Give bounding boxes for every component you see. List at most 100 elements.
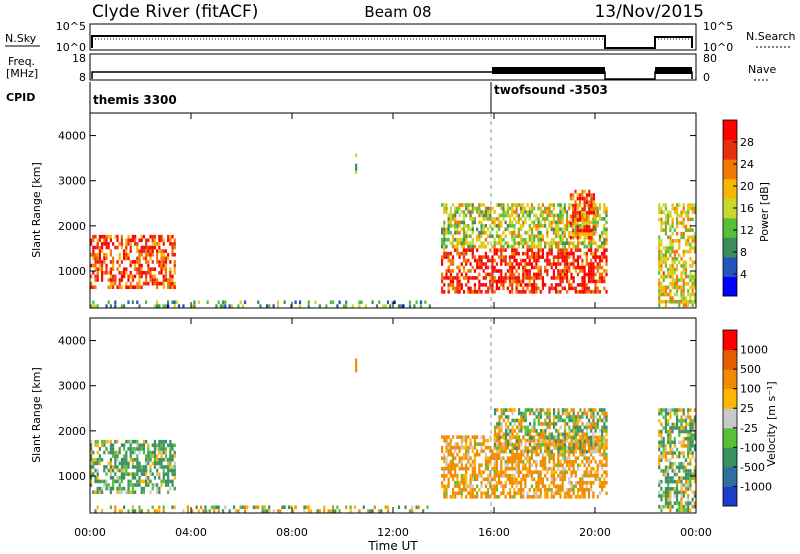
data-cell xyxy=(578,232,582,236)
data-cell xyxy=(592,445,595,450)
data-cell xyxy=(596,286,599,291)
data-cell xyxy=(171,443,174,448)
data-cell xyxy=(664,447,668,452)
data-cell xyxy=(471,251,474,256)
data-cell xyxy=(493,269,496,273)
data-cell xyxy=(533,283,536,287)
data-cell xyxy=(557,411,560,416)
data-cell xyxy=(517,203,520,207)
data-cell xyxy=(449,279,452,284)
data-cell xyxy=(528,248,531,252)
data-cell xyxy=(664,472,668,477)
data-cell xyxy=(118,450,121,455)
data-cell xyxy=(581,442,584,447)
data-cell xyxy=(445,456,448,460)
data-cell xyxy=(601,418,604,423)
data-cell xyxy=(515,466,518,471)
data-cell xyxy=(504,429,508,433)
data-cell xyxy=(508,244,512,249)
data-cell xyxy=(506,213,509,218)
data-cell xyxy=(559,269,562,273)
data-cell xyxy=(533,206,536,211)
data-cell xyxy=(443,491,446,496)
data-cell xyxy=(669,451,672,455)
data-cell xyxy=(531,449,534,454)
data-cell xyxy=(506,473,509,478)
data-cell xyxy=(515,283,518,287)
data-cell xyxy=(131,234,135,239)
data-cell xyxy=(669,239,672,243)
data-cell xyxy=(127,472,130,476)
data-cell xyxy=(537,411,540,416)
data-cell xyxy=(112,260,115,264)
data-cell xyxy=(601,459,604,464)
data-cell xyxy=(186,509,189,513)
data-cell xyxy=(660,210,663,215)
data-cell xyxy=(542,422,545,426)
data-cell xyxy=(664,246,668,250)
data-cell xyxy=(662,253,665,257)
data-cell xyxy=(658,411,661,416)
data-cell xyxy=(142,468,146,473)
data-cell xyxy=(114,234,117,239)
data-cell xyxy=(254,505,258,510)
data-cell xyxy=(561,435,564,439)
data-cell xyxy=(583,463,586,468)
data-cell xyxy=(440,466,444,471)
data-cell xyxy=(559,487,562,492)
data-cell xyxy=(583,207,586,212)
data-cell xyxy=(660,267,663,272)
data-cell xyxy=(522,411,525,416)
data-cell xyxy=(561,452,564,457)
data-cell xyxy=(552,422,556,426)
data-cell xyxy=(513,435,516,439)
data-cell xyxy=(563,495,566,499)
data-cell xyxy=(552,206,556,211)
data-cell xyxy=(506,206,509,211)
data-cell xyxy=(440,241,444,246)
data-cell xyxy=(230,304,233,308)
data-cell xyxy=(662,274,665,279)
data-cell xyxy=(162,252,165,257)
data-cell xyxy=(605,432,608,437)
data-cell xyxy=(118,461,121,466)
data-cell xyxy=(92,304,95,308)
data-cell xyxy=(669,479,672,484)
data-cell xyxy=(482,227,485,232)
data-cell xyxy=(544,463,547,468)
data-cell xyxy=(667,217,670,222)
data-cell xyxy=(671,422,674,427)
data-cell xyxy=(109,439,113,444)
data-cell xyxy=(524,466,527,471)
data-cell xyxy=(511,290,514,294)
data-cell xyxy=(519,279,523,284)
data-cell xyxy=(515,251,518,256)
data-cell xyxy=(533,411,536,416)
data-cell xyxy=(541,452,545,457)
data-cell xyxy=(667,292,670,297)
data-cell xyxy=(120,479,124,484)
data-cell xyxy=(541,459,545,464)
data-cell xyxy=(118,483,121,487)
data-cell xyxy=(458,251,461,256)
data-cell xyxy=(105,263,108,268)
data-cell xyxy=(94,490,97,495)
data-cell xyxy=(581,290,584,294)
data-cell xyxy=(518,442,521,447)
data-cell xyxy=(456,227,459,232)
data-cell xyxy=(554,224,558,228)
data-cell xyxy=(101,490,104,495)
data-cell xyxy=(590,473,593,478)
data-cell xyxy=(667,214,670,218)
data-cell xyxy=(592,279,595,284)
data-cell xyxy=(524,262,527,266)
data-cell xyxy=(513,446,516,451)
data-cell xyxy=(583,473,586,478)
data-cell xyxy=(594,227,597,232)
data-cell xyxy=(550,227,553,232)
data-cell xyxy=(561,463,564,468)
data-cell xyxy=(140,486,143,491)
data-cell xyxy=(482,477,485,482)
data-cell xyxy=(125,242,128,246)
